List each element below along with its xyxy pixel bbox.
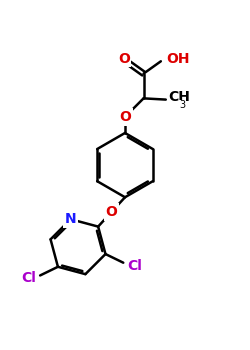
Text: O: O bbox=[119, 110, 131, 124]
Text: O: O bbox=[118, 52, 130, 66]
Text: OH: OH bbox=[166, 52, 189, 66]
Text: CH: CH bbox=[168, 90, 190, 104]
Text: O: O bbox=[106, 205, 118, 219]
Text: Cl: Cl bbox=[128, 259, 142, 273]
Text: N: N bbox=[65, 212, 76, 226]
Text: Cl: Cl bbox=[21, 271, 36, 285]
Text: 3: 3 bbox=[180, 100, 186, 110]
